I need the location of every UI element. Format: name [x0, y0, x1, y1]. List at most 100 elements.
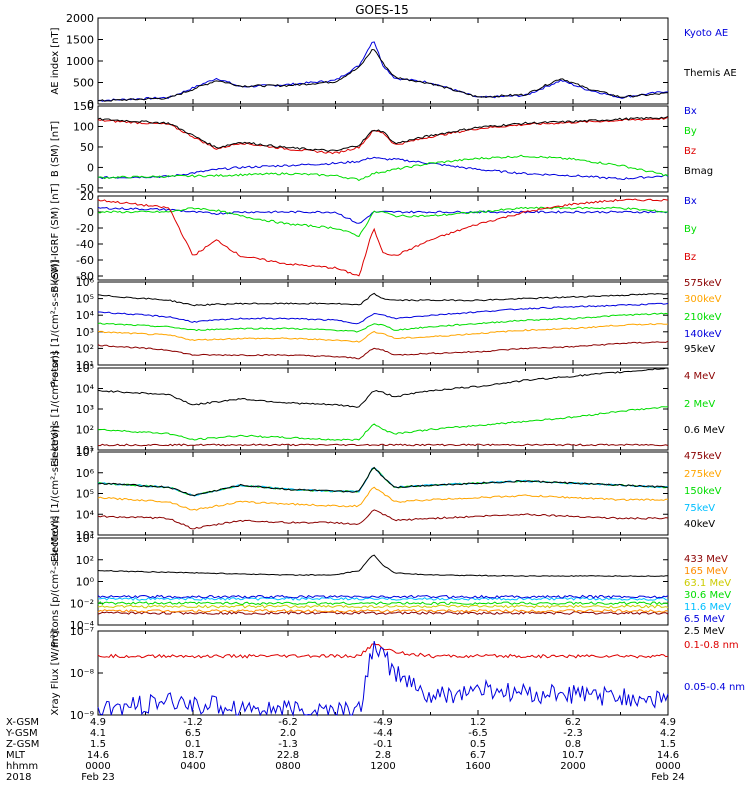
ephemeris-value: -1.3: [278, 739, 298, 750]
ephemeris-value: 0800: [275, 761, 300, 772]
ephemeris-row-label: MLT: [6, 750, 26, 761]
legend-label: By: [684, 224, 697, 235]
y-axis-label: AE index [nT]: [50, 27, 61, 94]
legend-label: 0.05-0.4 nm: [684, 682, 745, 693]
y-tick-label: 10²: [76, 342, 94, 355]
chart-title: GOES-15: [355, 3, 409, 17]
panel-frame: [97, 281, 669, 366]
legend-label: 140keV: [684, 329, 722, 340]
series-line-6-5-mev: [97, 594, 669, 599]
series-line-210kev: [97, 312, 669, 333]
series-line-275kev: [97, 486, 668, 511]
ephemeris-value: -1.2: [183, 717, 203, 728]
ephemeris-value: 4.9: [660, 717, 676, 728]
series-line-0-6-mev: [97, 367, 669, 408]
ephemeris-value: -2.3: [563, 728, 583, 739]
ephemeris-value: 0.5: [470, 739, 486, 750]
y-axis-label: Electrons [1/(cm²-s-sr-keV)]: [50, 425, 61, 562]
y-tick-label: 10¹: [76, 444, 94, 457]
series-line-2-mev: [97, 406, 669, 442]
y-tick-label: -60: [76, 254, 94, 267]
ephemeris-value: 2000: [560, 761, 585, 772]
series-line-kyoto-ae: [97, 41, 669, 102]
ephemeris-value: -6.5: [468, 728, 488, 739]
y-tick-label: 10³: [76, 403, 94, 416]
legend-label: 75keV: [684, 503, 715, 514]
y-tick-label: 10³: [76, 326, 94, 339]
ephemeris-row-label: hhmm: [6, 761, 38, 772]
y-tick-label: 0: [87, 161, 94, 174]
ephemeris-value: 18.7: [182, 750, 204, 761]
legend-label: By: [684, 126, 697, 137]
series-line-150kev: [97, 467, 669, 497]
ephemeris-value: 6.5: [185, 728, 201, 739]
series-line-475kev: [97, 509, 669, 530]
ephemeris-row-label: 2018: [6, 772, 31, 783]
ephemeris-value: Feb 24: [651, 772, 685, 783]
panel-4: 10⁶ 10⁵ 10⁴ 10³ 10² 10¹ Protons [1/(cm²-s-sr-k…: [50, 259, 722, 387]
series-line-4-mev: [97, 443, 669, 447]
panel-1: 2000 1500 1000 500 0 AE index [nT] Kyoto AE The…: [50, 12, 737, 111]
ephemeris-value: 6.2: [565, 717, 581, 728]
y-tick-label: 2000: [66, 12, 94, 25]
ephemeris-value: 0000: [655, 761, 680, 772]
legend-label: 63.1 MeV: [684, 578, 731, 589]
y-tick-label: 10¹: [76, 359, 94, 372]
legend-label: 2 MeV: [684, 399, 715, 410]
y-tick-label: 10⁻⁹: [70, 709, 94, 722]
series-line-300kev: [97, 323, 669, 343]
legend-label: 11.6 MeV: [684, 602, 731, 613]
legend-label: 40keV: [684, 519, 715, 530]
y-tick-label: 1500: [66, 34, 94, 47]
legend-label: Bz: [684, 146, 696, 157]
series-line-themis-ae: [97, 48, 668, 102]
panel-frame: [97, 630, 669, 716]
series-line-165-mev: [97, 608, 669, 613]
y-tick-label: 0: [87, 206, 94, 219]
y-tick-label: 10⁵: [76, 488, 94, 501]
ephemeris-value: -0.1: [373, 739, 393, 750]
panel-2: 150 100 50 0 -50 B (SM) [nT] Bx By Bz Bmag: [50, 100, 713, 195]
legend-label: 4 MeV: [684, 371, 715, 382]
panel-7: 10⁴ 10² 10⁰ 10⁻² 10⁻⁴ Protons [p/(cm²-s-sr-Me…: [50, 516, 731, 648]
series-line-0-05-0-4-nm: [97, 640, 669, 717]
y-tick-label: 10⁶: [76, 467, 95, 480]
panel-5: 10⁵ 10⁴ 10³ 10² 10¹ Electrons [1/(cm²-s-sr)] 4…: [50, 351, 725, 467]
series-line-bz: [97, 198, 669, 277]
y-tick-label: 10⁴: [76, 309, 95, 322]
panel-frame: [97, 105, 669, 193]
legend-label: 300keV: [684, 294, 722, 305]
ephemeris-value: -6.2: [278, 717, 298, 728]
legend-label: Themis AE: [683, 68, 737, 79]
series-line-11-6-mev: [97, 596, 669, 601]
y-axis-label: B (SM) [nT]: [50, 121, 61, 177]
series-line-bmag: [97, 116, 669, 152]
y-tick-label: 500: [73, 77, 94, 90]
legend-label: 210keV: [684, 312, 722, 323]
y-tick-label: 10⁵: [76, 293, 94, 306]
series-line-63-1-mev: [97, 604, 669, 609]
series-line-433-mev: [97, 611, 669, 615]
legend-label: Bz: [684, 252, 696, 263]
series-line-30-6-mev: [97, 601, 669, 606]
y-tick-label: 10⁻⁴: [70, 619, 95, 632]
y-tick-label: 1000: [66, 55, 94, 68]
panel-3: 20 0 -20 -40 -60 -80 B (SM)-IGRF (SM) [nT] Bx By…: [50, 183, 697, 292]
ephemeris-value: 1.2: [470, 717, 486, 728]
y-tick-label: 10⁶: [76, 276, 95, 289]
y-tick-label: 10⁰: [76, 576, 95, 589]
ephemeris-value: 0000: [85, 761, 110, 772]
ephemeris-value: 1200: [370, 761, 395, 772]
legend-label: Bx: [684, 196, 697, 207]
y-tick-label: -40: [76, 238, 94, 251]
y-tick-label: 0: [87, 98, 94, 111]
y-tick-label: 100: [73, 120, 94, 133]
orbit-ephemeris-table: X-GSM 4.9 -1.2 -6.2 -4.9 1.2 6.2 4.9 Y-GSM 4.1 6.5…: [5, 717, 685, 783]
y-tick-label: 10⁷: [76, 446, 94, 459]
legend-label: Bmag: [684, 166, 713, 177]
ephemeris-value: 10.7: [562, 750, 584, 761]
legend-label: 433 MeV: [684, 554, 728, 565]
series-line-575kev: [97, 340, 669, 360]
